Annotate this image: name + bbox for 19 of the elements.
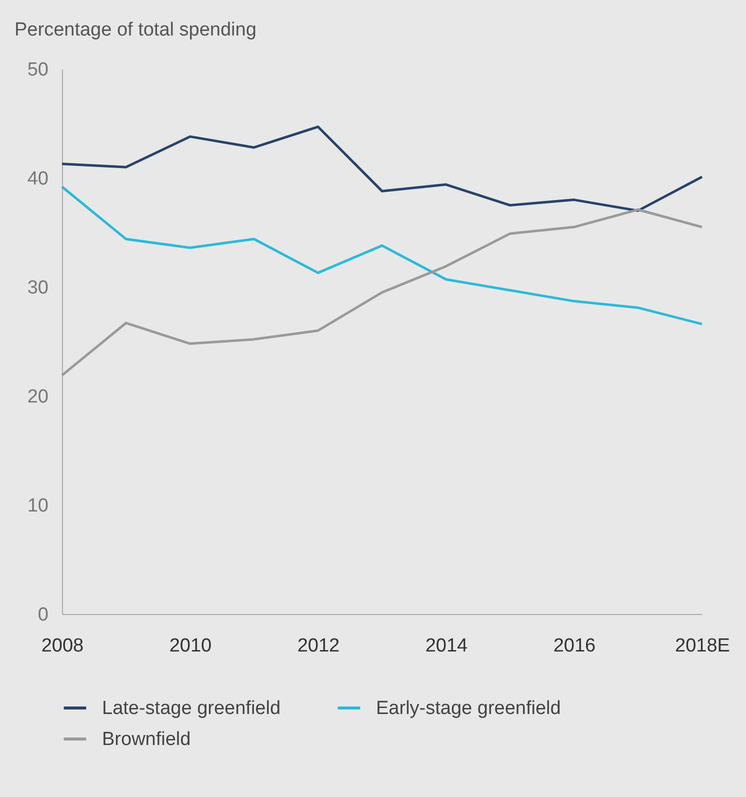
x-tick-label: 2016 [553,636,596,656]
x-tick-label: 2014 [425,636,468,656]
legend-label: Late-stage greenfield [102,698,281,719]
y-tick-label: 30 [27,278,48,298]
legend-label: Early-stage greenfield [376,698,561,719]
y-tick-label: 20 [27,386,48,408]
y-tick-label: 50 [27,60,48,80]
legend-label: Brownfield [102,729,191,750]
line-series [60,208,704,377]
y-axis-title: Percentage of total spending [14,20,256,40]
y-tick-label: 0 [38,604,48,626]
x-tick-label: 2008 [41,636,84,656]
x-tick-label: 2012 [297,636,340,656]
line-series [60,126,704,212]
line-series [60,185,704,326]
x-tick-label: 2018E [675,636,730,656]
y-tick-label: 10 [27,496,48,516]
x-tick-label: 2010 [169,636,212,656]
y-tick-label: 40 [27,168,48,190]
